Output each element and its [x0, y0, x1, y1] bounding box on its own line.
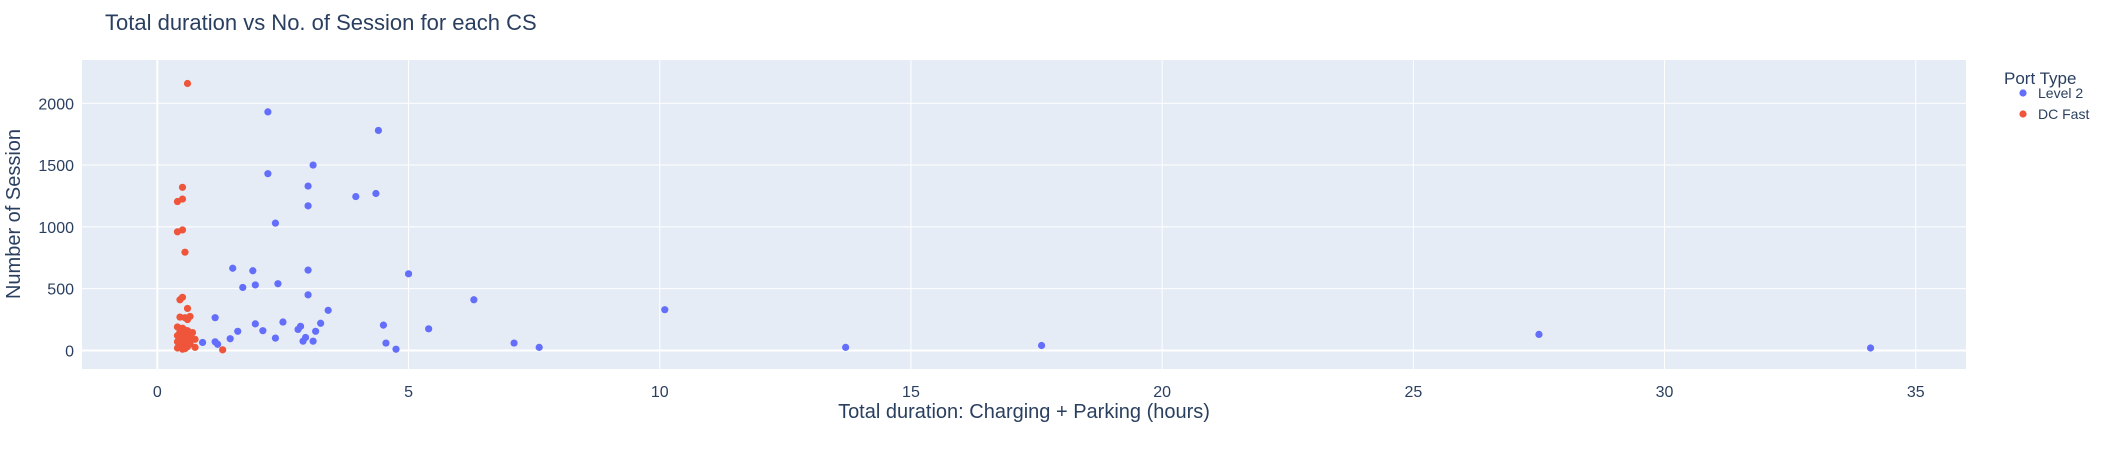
x-tick-label: 10	[651, 384, 669, 401]
x-tick-label: 30	[1656, 384, 1674, 401]
x-tick-label: 15	[902, 384, 920, 401]
plot-area	[82, 60, 1966, 369]
point-dc-fast	[186, 336, 194, 344]
chart-title: Total duration vs No. of Session for eac…	[105, 10, 537, 35]
point-dc-fast	[176, 296, 184, 304]
point-level-2	[299, 337, 307, 345]
point-level-2	[392, 345, 400, 353]
y-tick-label: 500	[47, 282, 74, 299]
x-axis-title: Total duration: Charging + Parking (hour…	[838, 401, 1210, 423]
point-level-2	[1866, 344, 1875, 352]
x-tick-label: 35	[1907, 384, 1925, 401]
y-tick-label: 1500	[38, 158, 74, 175]
legend-marker-dc-fast	[2019, 110, 2027, 118]
point-level-2	[198, 338, 207, 347]
point-level-2	[317, 319, 325, 327]
y-tick-label: 0	[65, 343, 74, 360]
point-level-2	[294, 325, 302, 334]
point-level-2	[379, 321, 388, 329]
point-level-2	[274, 280, 282, 288]
x-tick-label: 20	[1153, 384, 1171, 401]
y-tick-label: 1000	[38, 220, 74, 237]
x-tick-label: 5	[404, 384, 413, 401]
point-level-2	[304, 182, 312, 190]
point-level-2	[372, 189, 380, 198]
point-level-2	[324, 306, 332, 314]
point-level-2	[251, 281, 259, 289]
legend-items: Level 2 DC Fast	[2019, 85, 2089, 122]
point-dc-fast	[191, 343, 199, 351]
point-level-2	[259, 327, 267, 335]
x-tick-label: 0	[153, 384, 162, 401]
point-level-2	[404, 270, 413, 278]
point-level-2	[510, 339, 518, 347]
legend-marker-level-2	[2019, 89, 2027, 97]
point-dc-fast	[173, 228, 182, 236]
point-level-2	[251, 320, 259, 328]
point-level-2	[842, 343, 850, 351]
point-level-2	[309, 161, 317, 169]
point-level-2	[661, 306, 669, 314]
point-dc-fast	[178, 183, 187, 191]
point-level-2	[264, 108, 272, 116]
legend-title: Port Type	[2004, 69, 2076, 88]
point-level-2	[264, 170, 272, 178]
point-dc-fast	[219, 346, 227, 354]
point-level-2	[271, 334, 280, 342]
point-level-2	[535, 343, 543, 351]
point-level-2	[226, 335, 234, 343]
data-points	[173, 79, 1875, 354]
point-level-2	[229, 264, 237, 272]
y-gridlines	[82, 102, 1966, 352]
point-level-2	[249, 267, 257, 275]
point-dc-fast	[183, 304, 192, 313]
point-dc-fast	[173, 197, 182, 206]
point-level-2	[214, 340, 222, 348]
point-dc-fast	[178, 345, 187, 353]
point-dc-fast	[181, 248, 189, 256]
legend-label-dc-fast: DC Fast	[2038, 106, 2089, 122]
point-level-2	[234, 327, 242, 335]
point-level-2	[304, 291, 312, 299]
point-level-2	[425, 325, 433, 333]
point-dc-fast	[183, 315, 192, 324]
point-level-2	[1037, 341, 1046, 350]
point-level-2	[309, 337, 317, 345]
point-level-2	[1535, 330, 1543, 338]
point-level-2	[382, 339, 390, 347]
x-gridlines	[156, 60, 1917, 369]
y-axis-title: Number of Session	[3, 129, 25, 299]
point-level-2	[211, 314, 219, 322]
point-level-2	[374, 126, 383, 135]
y-tick-labels: 0 500 1000 1500 2000	[38, 96, 74, 360]
point-level-2	[271, 219, 280, 227]
point-level-2	[304, 266, 312, 274]
legend: Port Type Level 2 DC Fast	[2004, 69, 2089, 122]
point-level-2	[470, 296, 478, 304]
x-tick-label: 25	[1404, 384, 1422, 401]
point-level-2	[352, 192, 360, 201]
point-level-2	[279, 318, 287, 326]
point-level-2	[239, 283, 247, 292]
x-tick-labels: 0 5 10 15 20 25 30 35	[153, 384, 1925, 401]
point-level-2	[312, 327, 320, 335]
point-level-2	[304, 202, 312, 210]
y-tick-label: 2000	[38, 96, 74, 113]
legend-label-level-2: Level 2	[2038, 85, 2083, 101]
point-dc-fast	[183, 79, 192, 88]
